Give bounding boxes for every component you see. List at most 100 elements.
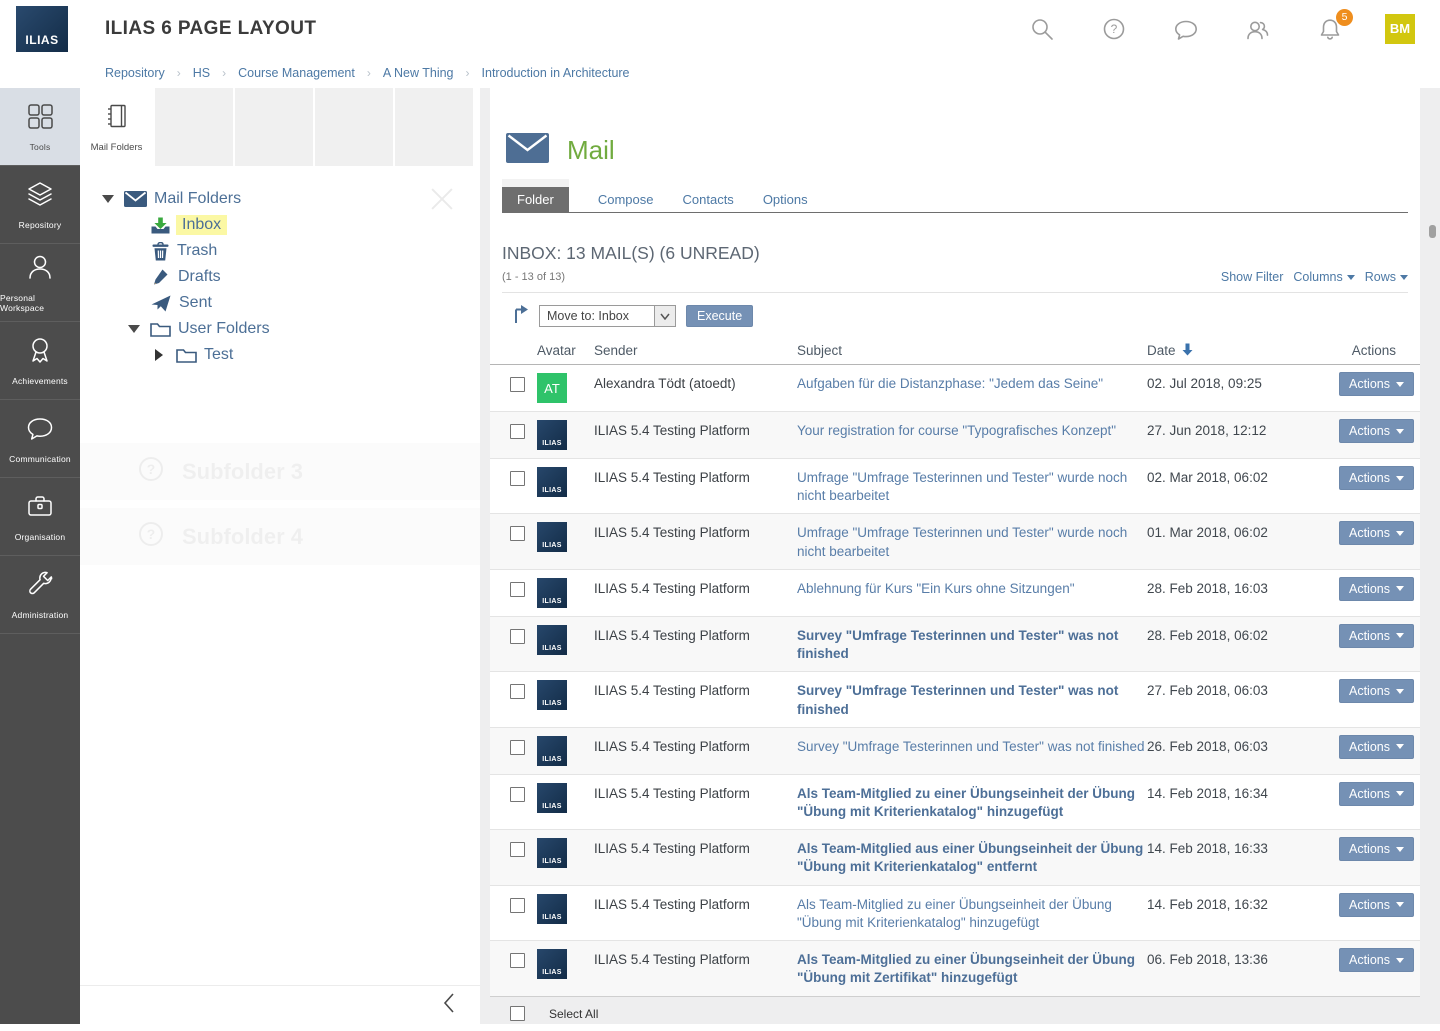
rows-dropdown[interactable]: Rows <box>1365 270 1408 284</box>
breadcrumb-course-management[interactable]: Course Management <box>238 66 355 80</box>
row-checkbox[interactable] <box>510 898 525 913</box>
chat-icon <box>1173 30 1199 45</box>
row-checkbox[interactable] <box>510 582 525 597</box>
tab-options[interactable]: Options <box>763 187 808 212</box>
execute-button[interactable]: Execute <box>686 305 753 327</box>
row-checkbox[interactable] <box>510 740 525 755</box>
tab-folder[interactable]: Folder <box>502 187 569 212</box>
actions-button[interactable]: Actions <box>1339 679 1414 703</box>
breadcrumb-a-new-thing[interactable]: A New Thing <box>383 66 454 80</box>
header-subject[interactable]: Subject <box>797 343 1145 358</box>
panel-tab-mail-folders[interactable]: Mail Folders <box>80 88 153 166</box>
rail-item-personal-workspace[interactable]: Personal Workspace <box>0 244 80 322</box>
row-checkbox[interactable] <box>510 377 525 392</box>
actions-button[interactable]: Actions <box>1339 782 1414 806</box>
rail-item-administration[interactable]: Administration <box>0 556 80 634</box>
subject-link[interactable]: Aufgaben für die Distanzphase: "Jedem da… <box>797 375 1145 393</box>
select-chevron-icon <box>654 306 675 326</box>
sender-cell: ILIAS 5.4 Testing Platform <box>594 524 797 542</box>
subject-link[interactable]: Your registration for course "Typografis… <box>797 422 1145 440</box>
main-rail: Tools Repository Personal Workspace Achi… <box>0 88 80 1024</box>
row-checkbox[interactable] <box>510 424 525 439</box>
tree-item-test[interactable]: Test <box>80 342 480 368</box>
row-checkbox[interactable] <box>510 684 525 699</box>
subject-link[interactable]: Survey "Umfrage Testerinnen und Tester" … <box>797 682 1145 718</box>
collapse-panel-icon[interactable] <box>443 992 455 1019</box>
avatar: ILIAS <box>537 680 567 710</box>
breadcrumb-hs[interactable]: HS <box>193 66 210 80</box>
subject-link[interactable]: Als Team-Mitglied aus einer Übungseinhei… <box>797 840 1145 876</box>
subject-link[interactable]: Als Team-Mitglied zu einer Übungseinheit… <box>797 896 1145 932</box>
rail-item-achievements[interactable]: Achievements <box>0 322 80 400</box>
notifications-button[interactable]: 5 <box>1317 16 1343 42</box>
columns-dropdown[interactable]: Columns <box>1293 270 1354 284</box>
breadcrumb-introduction-in-architecture[interactable]: Introduction in Architecture <box>482 66 630 80</box>
row-checkbox[interactable] <box>510 787 525 802</box>
date-cell: 26. Feb 2018, 06:03 <box>1147 738 1300 756</box>
svg-text:?: ? <box>147 461 156 477</box>
subject-link[interactable]: Survey "Umfrage Testerinnen und Tester" … <box>797 627 1145 663</box>
move-to-select[interactable]: Move to: Inbox <box>539 305 676 327</box>
tab-compose[interactable]: Compose <box>598 187 654 212</box>
actions-button[interactable]: Actions <box>1339 837 1414 861</box>
actions-button[interactable]: Actions <box>1339 577 1414 601</box>
tree-item-mail-folders[interactable]: Mail Folders <box>80 186 480 212</box>
subject-link[interactable]: Survey "Umfrage Testerinnen und Tester" … <box>797 738 1145 756</box>
actions-button[interactable]: Actions <box>1339 624 1414 648</box>
rail-item-repository[interactable]: Repository <box>0 166 80 244</box>
subject-link[interactable]: Als Team-Mitglied zu einer Übungseinheit… <box>797 951 1145 987</box>
actions-button[interactable]: Actions <box>1339 521 1414 545</box>
date-cell: 27. Jun 2018, 12:12 <box>1147 422 1300 440</box>
chevron-down-icon <box>1396 531 1404 536</box>
ilias-logo[interactable]: ILIAS <box>16 6 68 52</box>
help-button[interactable]: ? <box>1101 16 1127 42</box>
chevron-right-icon[interactable] <box>155 349 163 361</box>
avatar: AT <box>537 373 567 403</box>
actions-button[interactable]: Actions <box>1339 372 1414 396</box>
row-checkbox[interactable] <box>510 629 525 644</box>
rail-item-tools[interactable]: Tools <box>0 88 80 166</box>
search-button[interactable] <box>1029 16 1055 42</box>
contacts-button[interactable] <box>1245 16 1271 42</box>
row-checkbox[interactable] <box>510 526 525 541</box>
subject-link[interactable]: Als Team-Mitglied zu einer Übungseinheit… <box>797 785 1145 821</box>
chat-button[interactable] <box>1173 16 1199 42</box>
rail-item-communication[interactable]: Communication <box>0 400 80 478</box>
scrollbar-thumb[interactable] <box>1429 225 1436 238</box>
chevron-down-icon[interactable] <box>128 325 140 333</box>
tree-item-trash[interactable]: Trash <box>80 238 480 264</box>
actions-button[interactable]: Actions <box>1339 893 1414 917</box>
tree-item-sent[interactable]: Sent <box>80 290 480 316</box>
chevron-down-icon <box>1396 958 1404 963</box>
show-filter-link[interactable]: Show Filter <box>1221 270 1284 284</box>
breadcrumb-separator: › <box>222 66 226 80</box>
row-checkbox[interactable] <box>510 953 525 968</box>
move-to-value: Move to: Inbox <box>540 309 654 323</box>
row-checkbox[interactable] <box>510 471 525 486</box>
breadcrumb-repository[interactable]: Repository <box>105 66 165 80</box>
user-avatar[interactable]: BM <box>1385 14 1415 44</box>
tree-item-inbox[interactable]: Inbox <box>80 212 480 238</box>
actions-button[interactable]: Actions <box>1339 948 1414 972</box>
select-all-checkbox[interactable] <box>510 1006 525 1021</box>
subject-link[interactable]: Ablehnung für Kurs "Ein Kurs ohne Sitzun… <box>797 580 1145 598</box>
row-checkbox[interactable] <box>510 842 525 857</box>
subject-link[interactable]: Umfrage "Umfrage Testerinnen und Tester"… <box>797 469 1145 505</box>
actions-button[interactable]: Actions <box>1339 466 1414 490</box>
chevron-down-icon[interactable] <box>102 195 114 203</box>
breadcrumb-separator: › <box>367 66 371 80</box>
tools-panel: Mail Folders Mail Folders Inbox Trash <box>80 88 480 1024</box>
close-icon[interactable] <box>428 185 456 213</box>
date-cell: 14. Feb 2018, 16:32 <box>1147 896 1300 914</box>
sender-cell: ILIAS 5.4 Testing Platform <box>594 785 797 803</box>
date-cell: 27. Feb 2018, 06:03 <box>1147 682 1300 700</box>
tree-item-drafts[interactable]: Drafts <box>80 264 480 290</box>
header-date[interactable]: Date <box>1147 343 1300 359</box>
rail-item-organisation[interactable]: Organisation <box>0 478 80 556</box>
tab-contacts[interactable]: Contacts <box>683 187 734 212</box>
actions-button[interactable]: Actions <box>1339 419 1414 443</box>
tree-item-user-folders[interactable]: User Folders <box>80 316 480 342</box>
avatar: ILIAS <box>537 625 567 655</box>
subject-link[interactable]: Umfrage "Umfrage Testerinnen und Tester"… <box>797 524 1145 560</box>
actions-button[interactable]: Actions <box>1339 735 1414 759</box>
